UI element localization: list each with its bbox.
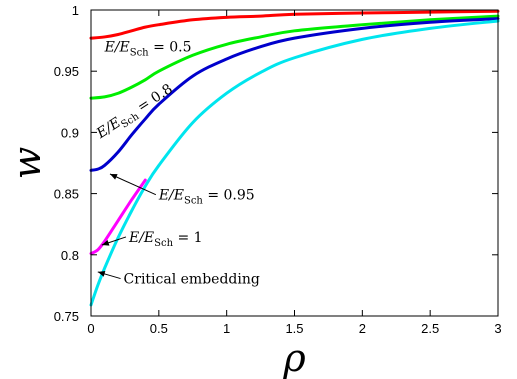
x-tick-label: 0.5 [150,321,168,336]
y-tick-label: 0.8 [61,248,79,263]
series-line-0 [89,9,500,40]
x-tick-label: 1 [223,321,230,336]
annotation-e095: E/ESch = 0.95 [158,188,255,207]
series-line-2 [89,17,500,172]
series-line-4 [89,19,500,307]
x-tick-label: 0 [87,321,94,336]
plot-frame [90,9,499,317]
annotation-arrow [109,173,157,196]
y-tick-label: 1 [72,3,79,18]
annotation-arrowhead [97,271,106,277]
series-line-3 [89,178,147,256]
axis-ticks: 0 0.5 1 1.5 2 2.5 3 0.75 0.8 0.85 0.9 0.95 1 [54,3,502,336]
y-tick-label: 0.85 [54,187,79,202]
x-tick-label: 1.5 [285,321,303,336]
annotation-crit: Critical embedding [124,272,260,288]
y-tick-label: 0.95 [54,64,79,79]
curves [89,9,500,307]
annotation-arrowhead [109,174,118,180]
annotation-e05: E/ESch = 0.5 [104,40,192,59]
x-axis-label: ρ [282,336,306,379]
annotation-e1: E/ESch = 1 [128,230,203,249]
series-line-1 [89,14,500,100]
annotations: E/ESch = 0.5 E/ESch = 0.8 E/ESch = 0.95 E/E… [93,40,260,288]
annotation-arrowhead [101,239,110,246]
x-tick-label: 2 [359,321,366,336]
y-tick-label: 0.9 [61,125,79,140]
annotation-e08: E/ESch = 0.8 [93,81,177,145]
y-axis-label: w [5,147,49,180]
x-tick-label: 3 [494,321,501,336]
y-tick-label: 0.75 [54,309,79,324]
x-tick-label: 2.5 [421,321,439,336]
